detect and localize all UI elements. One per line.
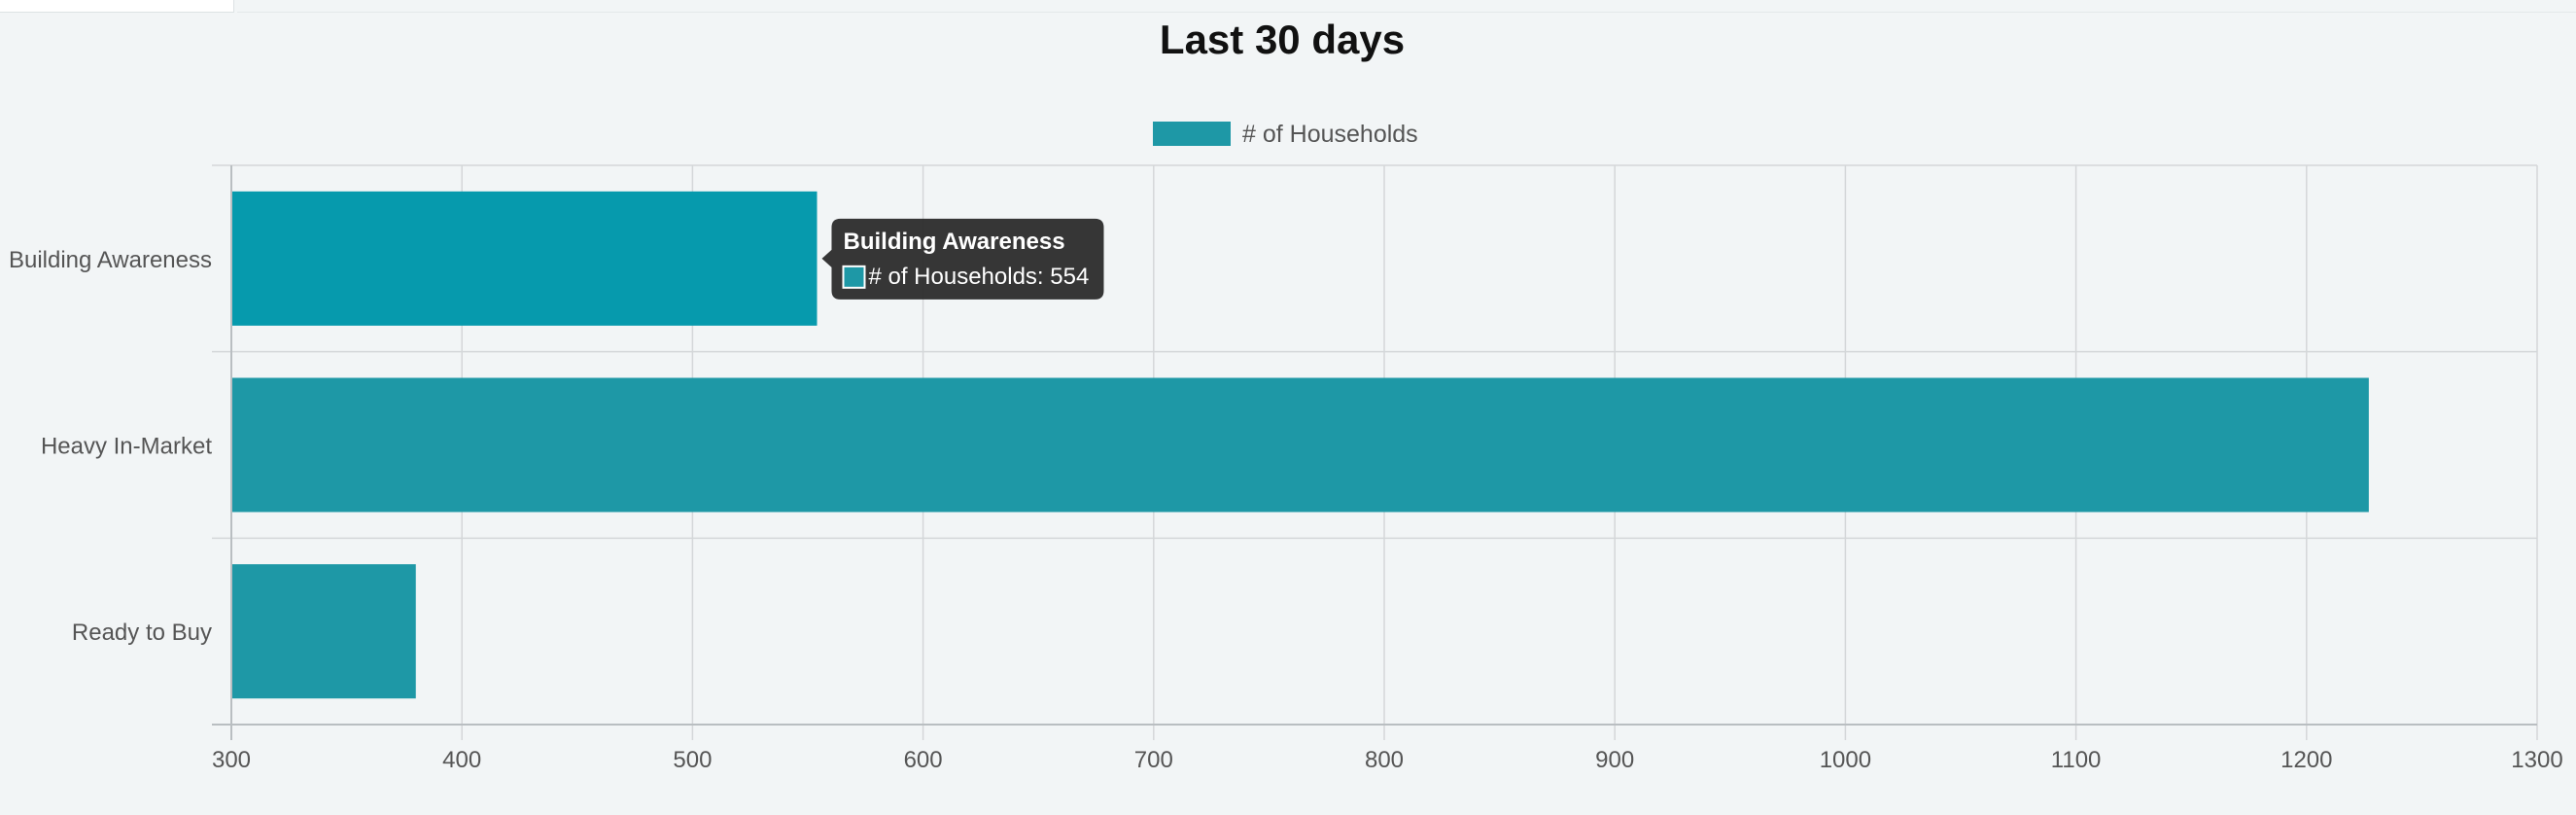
category-label-ready-to-buy: Ready to Buy — [72, 620, 212, 646]
legend-swatch — [1153, 122, 1231, 146]
x-tick-label-400: 400 — [442, 747, 481, 773]
x-tick-label-600: 600 — [904, 747, 943, 773]
legend-label: # of Households — [1242, 121, 1418, 148]
bar-heavy-in-market — [231, 377, 2369, 513]
tooltip: Building Awareness # of Households: 554 — [821, 218, 1104, 300]
top-tab — [0, 0, 234, 13]
x-tick-label-800: 800 — [1365, 747, 1404, 773]
bar-ready-to-buy — [231, 564, 416, 699]
x-tick-label-900: 900 — [1595, 747, 1634, 773]
x-tick-label-700: 700 — [1134, 747, 1173, 773]
bar-building-awareness — [231, 191, 818, 326]
category-labels: Building Awareness Heavy In-Market Ready t… — [9, 247, 212, 646]
tooltip-value: # of Households: 554 — [868, 264, 1089, 290]
tooltip-title: Building Awareness — [843, 229, 1064, 255]
category-label-heavy-in-market: Heavy In-Market — [41, 434, 212, 460]
tooltip-swatch — [842, 265, 866, 289]
category-label-building-awareness: Building Awareness — [9, 247, 212, 273]
chart-title: Last 30 days — [1160, 17, 1405, 62]
x-tick-label-1200: 1200 — [2280, 747, 2332, 773]
top-divider — [237, 0, 2576, 13]
tooltip-background — [821, 218, 1104, 300]
axes — [212, 165, 2537, 740]
x-tick-label-1100: 1100 — [2051, 747, 2102, 773]
x-tick-label-1300: 1300 — [2511, 747, 2562, 773]
x-tick-label-1000: 1000 — [1820, 747, 1871, 773]
x-tick-label-300: 300 — [212, 747, 251, 773]
x-tick-labels: 300 400 500 600 700 800 900 1000 1100 1200 1300 — [212, 747, 2563, 773]
bars — [231, 191, 2369, 699]
x-tick-label-500: 500 — [673, 747, 712, 773]
legend[interactable]: # of Households — [1153, 121, 1418, 148]
